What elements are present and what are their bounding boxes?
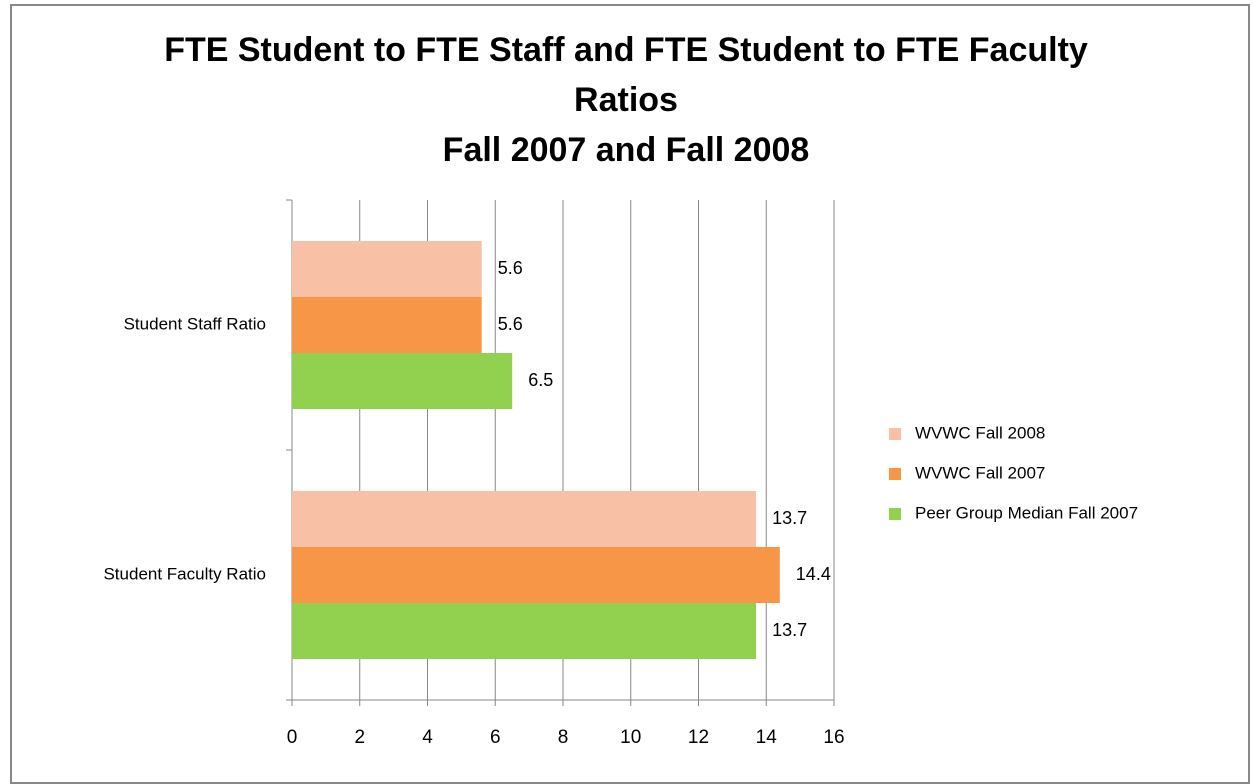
- x-tick-label: 2: [354, 727, 365, 748]
- x-tick-label: 6: [490, 727, 501, 748]
- x-tick-label: 10: [620, 727, 641, 748]
- data-label: 5.6: [498, 314, 523, 334]
- legend-swatch: [889, 428, 901, 440]
- data-label: 13.7: [772, 620, 807, 640]
- bar: [292, 353, 513, 409]
- x-tick-label: 12: [688, 727, 709, 748]
- data-label: 13.7: [772, 508, 807, 528]
- data-label: 5.6: [498, 258, 523, 278]
- bar: [292, 241, 482, 297]
- x-tick-label: 16: [823, 727, 844, 748]
- data-label: 6.5: [528, 370, 553, 390]
- y-tick-label: Student Faculty Ratio: [103, 564, 266, 583]
- legend-swatch: [889, 508, 901, 520]
- y-tick-label: Student Staff Ratio: [124, 314, 266, 333]
- legend-label: Peer Group Median Fall 2007: [915, 503, 1138, 522]
- bar: [292, 603, 757, 659]
- data-label: 14.4: [796, 564, 831, 584]
- legend-swatch: [889, 468, 901, 480]
- x-tick-label: 4: [422, 727, 433, 748]
- bar: [292, 491, 757, 547]
- x-tick-label: 0: [287, 727, 298, 748]
- bar: [292, 547, 780, 603]
- x-tick-label: 8: [558, 727, 569, 748]
- chart-title: FTE Student to FTE Staff and FTE Student…: [164, 31, 1088, 119]
- bar: [292, 297, 482, 353]
- x-tick-label: 14: [756, 727, 778, 748]
- legend-label: WVWC Fall 2007: [915, 463, 1045, 482]
- legend-label: WVWC Fall 2008: [915, 423, 1045, 442]
- chart-subtitle: Fall 2007 and Fall 2008: [442, 131, 810, 169]
